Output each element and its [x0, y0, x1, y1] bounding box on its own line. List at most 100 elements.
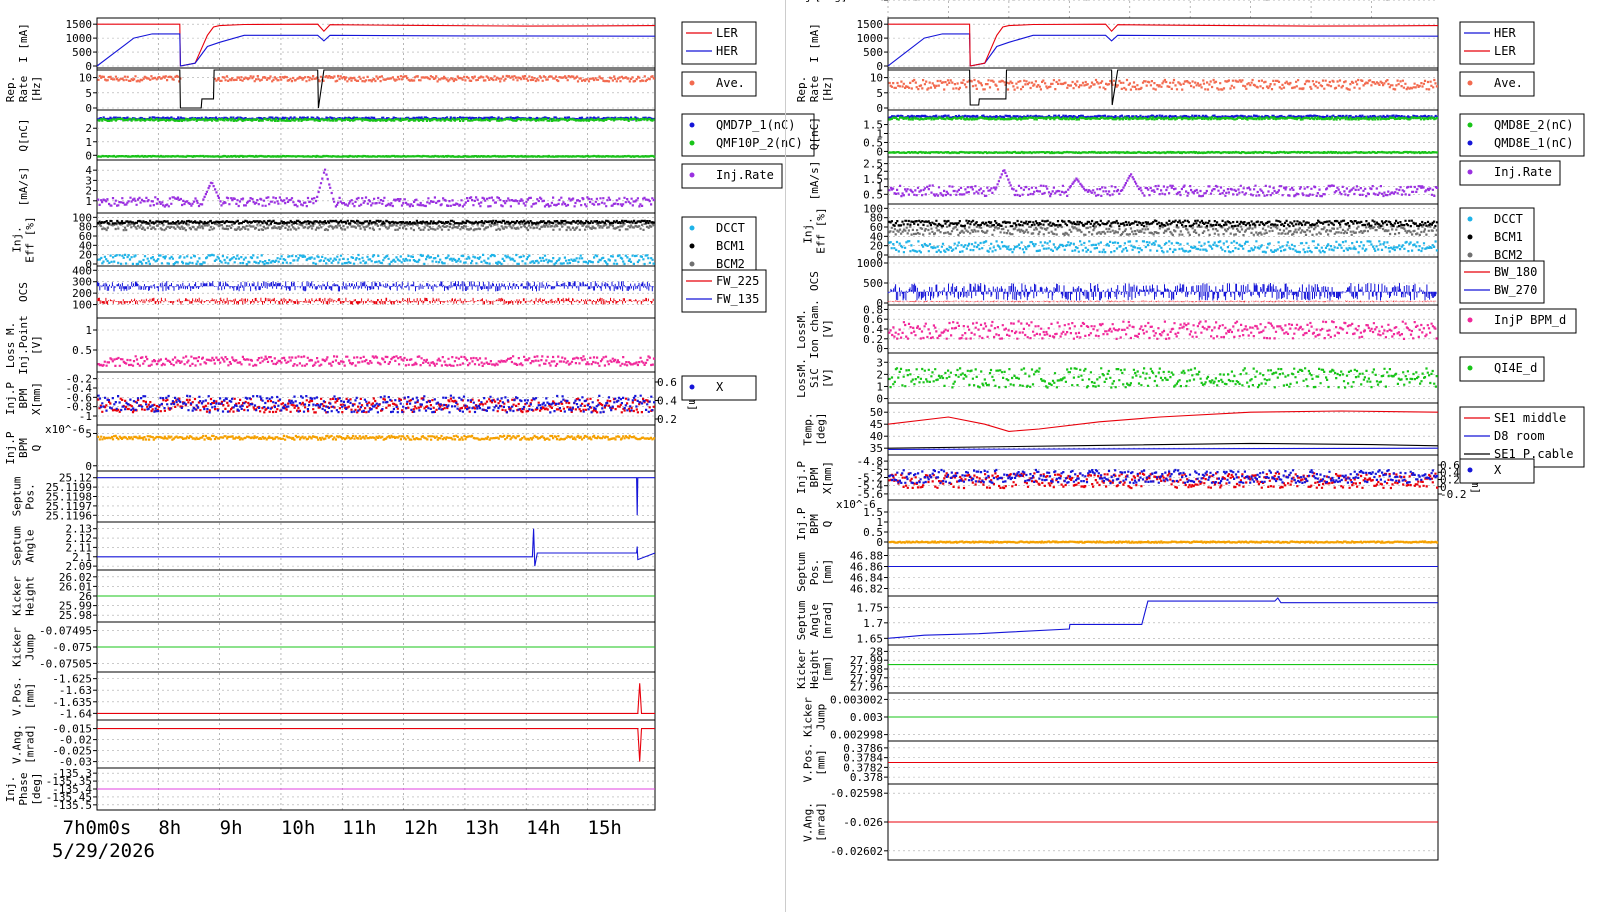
series-points	[888, 240, 1438, 254]
right-tick-label: 0.6	[657, 376, 677, 389]
y-tick-label: 25.99	[59, 600, 92, 613]
y-tick-label: -0.026	[843, 816, 883, 829]
series-points	[888, 224, 1438, 237]
y-axis-label: [V]	[821, 368, 834, 388]
y-tick-label: 2.1	[72, 551, 92, 564]
y-axis-label: BPM	[17, 388, 30, 408]
y-tick-label: 1.7	[863, 617, 883, 630]
right-tick-label: 0.6	[1440, 459, 1460, 472]
y-tick-label: 100	[863, 202, 883, 215]
y-tick-label: 27.97	[850, 672, 883, 685]
series-points	[97, 154, 656, 158]
y-axis-label: Rep.	[795, 76, 808, 103]
y-tick-label: 60	[79, 230, 92, 243]
y-tick-label: -5.6	[857, 488, 884, 501]
y-tick-label: 40	[870, 230, 883, 243]
y-tick-label: -0.8	[66, 401, 93, 414]
date-label: 5/29/2026	[52, 840, 155, 862]
y-axis-label: SiC	[808, 368, 821, 388]
legend-label: D8 room	[1494, 429, 1545, 443]
legend-label: QMD8E_1(nC)	[1494, 136, 1573, 150]
y-tick-label: 25.1199	[46, 481, 92, 494]
y-axis-label: Inj.P	[795, 507, 808, 540]
x-tick-label: 15h	[588, 817, 622, 839]
series-points	[97, 74, 655, 83]
y-axis-label: Pos.	[808, 559, 821, 586]
y-tick-label: 45	[870, 418, 883, 431]
y-tick-label: 28	[870, 645, 883, 658]
y-axis-label: Q[nC]	[17, 118, 30, 151]
y-tick-label: 5	[85, 87, 92, 100]
y-axis-label: [V]	[821, 319, 834, 339]
y-tick-label: 200	[72, 287, 92, 300]
panel-left: 7h0m0s 8h 9h 10h 11h 12h 13h 14h 15h150010005000…	[4, 17, 815, 839]
y-axis-label: OCS	[17, 282, 30, 302]
series-line	[887, 410, 1439, 432]
subplot: 5 0 x10^-6 Inj.P BPM Q	[4, 423, 656, 473]
legend-label: HER	[716, 44, 738, 58]
panel-right: 7h0m0s8h9h10h11h12h13h14h15h150010005000…	[792, 0, 1585, 861]
legend-label: SE1 P.cable	[1494, 447, 1573, 461]
subplot: -0.07495 -0.075 -0.07505 Kicker Jump	[11, 621, 656, 673]
y-axis-label: Phase	[801, 0, 834, 3]
y-axis-label: [mA/s]	[17, 167, 30, 207]
right-tick-label: 0	[1440, 481, 1447, 494]
y-tick-label: 46.88	[850, 550, 883, 563]
x-tick-label: 11h	[342, 817, 376, 839]
x-tick-label: 15h	[1372, 0, 1406, 5]
y-tick-label: 0.5	[863, 136, 883, 149]
y-axis-label: Pos.	[24, 483, 37, 510]
y-axis-label: [deg]	[30, 772, 43, 805]
series-points	[96, 297, 654, 305]
y-tick-label: 1.5	[863, 173, 883, 186]
y-axis-label: [mrad]	[815, 802, 828, 842]
y-axis-label: OCS	[808, 271, 821, 291]
y-tick-label: 0.3786	[843, 742, 883, 755]
y-axis-label: Rate	[17, 76, 30, 103]
y-tick-label: 40	[79, 239, 92, 252]
series-points	[97, 355, 656, 367]
y-tick-label: -0.02598	[830, 787, 883, 800]
x-tick-label: 12h	[404, 817, 438, 839]
y-tick-label: 1000	[66, 32, 93, 45]
y-tick-label: 20	[870, 240, 883, 253]
y-axis-label: Ion cham.	[808, 299, 821, 359]
y-axis-label: Rep.	[4, 76, 17, 103]
series-points	[888, 367, 1438, 389]
series-points	[97, 253, 655, 266]
x-tick-label: 8h	[158, 817, 181, 839]
y-tick-label: 46.84	[850, 572, 883, 585]
legend-swatch	[689, 384, 695, 390]
legend-label: BCM2	[1494, 248, 1523, 262]
right-tick-label: 0.2	[657, 413, 677, 426]
legend: SE1 middle D8 room SE1 P.cable	[1459, 406, 1585, 468]
y-tick-label: 10	[870, 72, 883, 85]
y-axis-label: Inj.P	[4, 382, 17, 415]
y-tick-label: 1500	[66, 18, 93, 31]
subplot: 1000 500 0 OCS BW_180 BW_270	[808, 256, 1545, 310]
y-tick-label: 0	[85, 258, 92, 271]
x-tick-label: 10h	[281, 817, 315, 839]
x-tick-label: 12h	[1190, 0, 1224, 5]
y-axis-label: [Hz]	[30, 76, 43, 103]
y-axis-label: Inj.	[802, 217, 815, 244]
y-exponent: x10^-6	[45, 423, 85, 436]
y-tick-label: 0	[876, 297, 883, 310]
legend: DCCT BCM1 BCM2	[1459, 207, 1535, 269]
y-axis-label: Eff [%]	[24, 216, 37, 262]
series-line	[97, 728, 655, 762]
series-line	[97, 477, 655, 516]
legend-swatch	[1467, 317, 1473, 323]
y-axis-label: LossM.	[795, 309, 808, 349]
legend: BW_180 BW_270	[1459, 260, 1545, 304]
subplot: 210 Q[nC] QMD7P_1(nC) QMF10P_2(nC)	[17, 109, 815, 162]
y-axis-label: Kicker	[802, 697, 815, 737]
subplot-frame	[96, 671, 656, 721]
y-tick-label: 1.5	[863, 119, 883, 132]
legend-box	[681, 113, 815, 157]
right-tick-label: 0.4	[657, 395, 677, 408]
series-points	[97, 222, 655, 232]
y-axis-label: V.Ang.	[802, 802, 815, 842]
